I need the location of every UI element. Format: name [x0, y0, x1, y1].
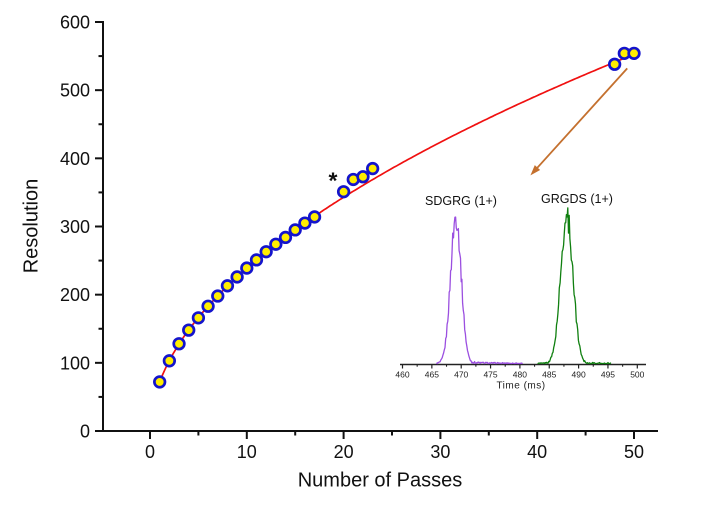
inset-x-axis-tick-label: 490 [572, 370, 586, 380]
inset-x-axis-tick-label: 465 [425, 370, 439, 380]
data-point [201, 299, 215, 313]
data-point [153, 375, 167, 389]
y-axis-tick-label: 400 [60, 149, 90, 169]
inset-x-axis-tick-label: 480 [513, 370, 527, 380]
data-point [365, 161, 380, 176]
x-axis-tick-label: 20 [334, 442, 354, 462]
inset-x-axis-tick-label: 495 [601, 370, 615, 380]
data-point [240, 261, 254, 275]
x-axis-tick-label: 50 [624, 442, 644, 462]
inset-x-axis-tick-label: 470 [454, 370, 468, 380]
y-axis-tick-label: 600 [60, 13, 90, 33]
inset-peak-trace-grgds [537, 207, 612, 365]
data-point [607, 57, 622, 71]
y-axis-tick-label: 100 [60, 353, 90, 373]
annotation-arrow-head [530, 165, 541, 176]
x-axis-tick-label: 40 [527, 442, 547, 462]
x-axis-tick-label: 0 [145, 442, 155, 462]
data-point [191, 311, 206, 325]
data-point [307, 210, 322, 224]
y-axis-title: Resolution [20, 178, 43, 274]
data-point [298, 216, 312, 230]
data-point [172, 337, 186, 351]
data-point [249, 253, 264, 267]
data-point [162, 354, 177, 368]
data-point [182, 323, 196, 337]
inset-x-axis-title: Time (ms) [496, 380, 546, 392]
x-axis-tick-label: 30 [430, 442, 450, 462]
x-axis-tick-label: 10 [237, 442, 257, 462]
inset-peak-label-sdgrg: SDGRG (1+) [425, 194, 497, 208]
data-point [269, 237, 283, 251]
inset-x-axis-tick-label: 500 [630, 370, 644, 380]
data-point [278, 230, 293, 245]
annotation-arrow-line [533, 67, 628, 172]
data-point [230, 270, 244, 284]
y-axis-tick-label: 0 [80, 422, 90, 442]
data-point [627, 46, 641, 61]
inset-x-axis-tick-label: 460 [395, 370, 409, 380]
data-point [288, 223, 302, 237]
inset-peak-trace-sdgrg [436, 216, 523, 365]
data-point [211, 289, 225, 303]
y-axis-tick-label: 300 [60, 217, 90, 237]
data-point [220, 279, 235, 293]
inset-x-axis-tick-label: 485 [542, 370, 556, 380]
y-axis-tick-label: 200 [60, 285, 90, 305]
inset-peak-label-grgds: GRGDS (1+) [541, 192, 613, 206]
data-point [356, 170, 370, 184]
y-axis-tick-label: 500 [60, 81, 90, 101]
x-axis-title: Number of Passes [297, 469, 463, 492]
inset-x-axis-tick-label: 475 [483, 370, 497, 380]
data-point [336, 185, 351, 199]
asterisk-annotation: * [328, 167, 338, 194]
data-point [259, 245, 273, 259]
